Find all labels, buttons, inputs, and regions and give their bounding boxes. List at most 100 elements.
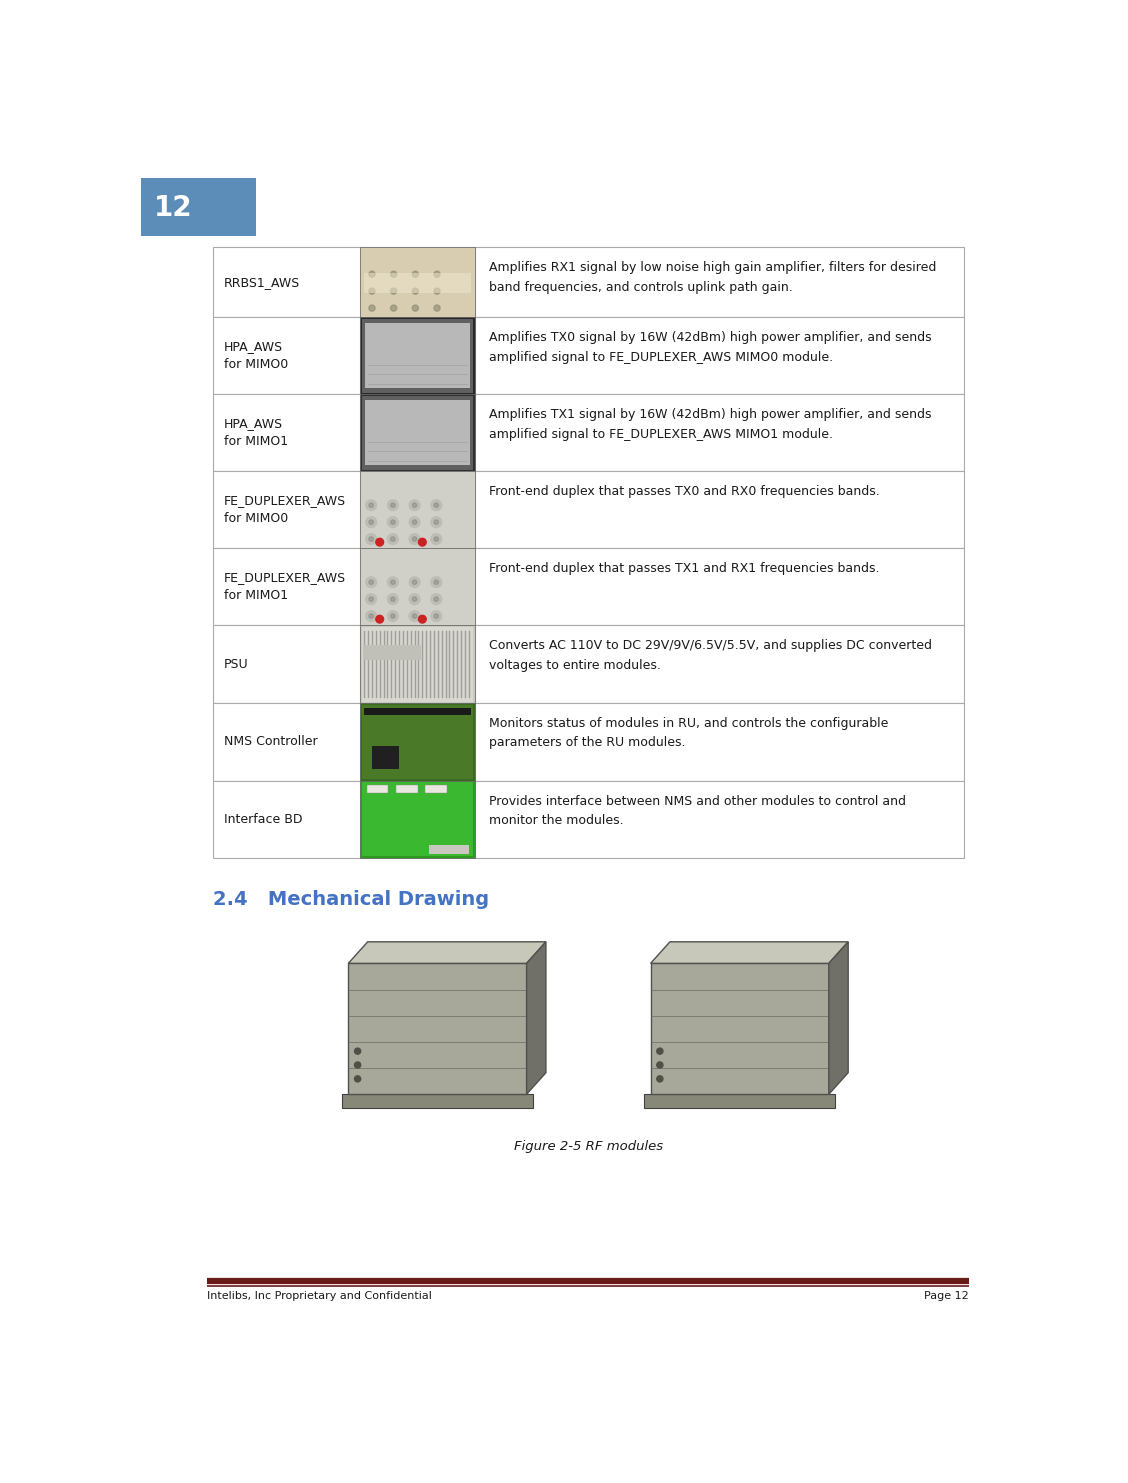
Text: HPA_AWS
for MIMO1: HPA_AWS for MIMO1 xyxy=(224,417,288,448)
Circle shape xyxy=(369,614,373,618)
Circle shape xyxy=(431,593,442,605)
Polygon shape xyxy=(349,942,546,964)
Text: Interface BD: Interface BD xyxy=(224,813,302,826)
FancyBboxPatch shape xyxy=(363,645,421,660)
FancyBboxPatch shape xyxy=(644,1094,835,1108)
FancyBboxPatch shape xyxy=(429,845,469,854)
Circle shape xyxy=(369,580,373,584)
Circle shape xyxy=(434,521,439,525)
Circle shape xyxy=(431,500,442,510)
Circle shape xyxy=(369,271,374,277)
Text: Figure 2-5 RF modules: Figure 2-5 RF modules xyxy=(514,1140,663,1154)
Circle shape xyxy=(434,596,439,602)
Circle shape xyxy=(354,1048,361,1054)
FancyBboxPatch shape xyxy=(141,178,256,236)
Text: FE_DUPLEXER_AWS
for MIMO0: FE_DUPLEXER_AWS for MIMO0 xyxy=(224,494,346,525)
FancyBboxPatch shape xyxy=(213,549,964,626)
Text: Converts AC 110V to DC 29V/9V/6.5V/5.5V, and supplies DC converted
voltages to e: Converts AC 110V to DC 29V/9V/6.5V/5.5V,… xyxy=(488,639,932,672)
Circle shape xyxy=(387,611,398,621)
Circle shape xyxy=(365,593,377,605)
Circle shape xyxy=(387,593,398,605)
FancyBboxPatch shape xyxy=(360,703,475,782)
FancyBboxPatch shape xyxy=(342,1094,532,1108)
Text: RRBS1_AWS: RRBS1_AWS xyxy=(224,276,300,289)
Circle shape xyxy=(390,288,397,294)
Circle shape xyxy=(409,500,420,510)
FancyBboxPatch shape xyxy=(360,394,475,472)
Text: 12: 12 xyxy=(153,194,192,222)
Text: FE_DUPLEXER_AWS
for MIMO1: FE_DUPLEXER_AWS for MIMO1 xyxy=(224,571,346,602)
Circle shape xyxy=(409,516,420,528)
Circle shape xyxy=(390,596,395,602)
FancyBboxPatch shape xyxy=(362,704,474,780)
Circle shape xyxy=(390,614,395,618)
Text: Front-end duplex that passes TX0 and RX0 frequencies bands.: Front-end duplex that passes TX0 and RX0… xyxy=(488,485,880,498)
FancyBboxPatch shape xyxy=(360,317,475,394)
Circle shape xyxy=(376,538,384,546)
Text: Page 12: Page 12 xyxy=(924,1292,969,1302)
Polygon shape xyxy=(527,942,546,1094)
FancyBboxPatch shape xyxy=(372,746,399,770)
Text: NMS Controller: NMS Controller xyxy=(224,736,318,749)
FancyBboxPatch shape xyxy=(213,394,964,472)
Circle shape xyxy=(409,577,420,587)
FancyBboxPatch shape xyxy=(362,783,474,856)
FancyBboxPatch shape xyxy=(213,317,964,394)
Circle shape xyxy=(431,577,442,587)
Circle shape xyxy=(354,1075,361,1083)
Polygon shape xyxy=(651,964,829,1094)
Circle shape xyxy=(365,577,377,587)
FancyBboxPatch shape xyxy=(362,319,474,393)
Circle shape xyxy=(656,1075,663,1083)
Text: Monitors status of modules in RU, and controls the configurable
parameters of th: Monitors status of modules in RU, and co… xyxy=(488,716,889,749)
FancyBboxPatch shape xyxy=(364,273,472,292)
FancyBboxPatch shape xyxy=(213,248,964,317)
Circle shape xyxy=(412,537,417,541)
Circle shape xyxy=(412,580,417,584)
Circle shape xyxy=(390,271,397,277)
Circle shape xyxy=(376,615,384,623)
Circle shape xyxy=(434,305,440,311)
Circle shape xyxy=(409,593,420,605)
Polygon shape xyxy=(651,942,848,964)
FancyBboxPatch shape xyxy=(213,626,964,703)
Circle shape xyxy=(434,271,440,277)
Circle shape xyxy=(412,614,417,618)
Circle shape xyxy=(656,1062,663,1068)
FancyBboxPatch shape xyxy=(365,323,470,389)
Circle shape xyxy=(369,521,373,525)
FancyBboxPatch shape xyxy=(362,396,474,470)
FancyBboxPatch shape xyxy=(360,782,475,857)
Circle shape xyxy=(387,500,398,510)
Circle shape xyxy=(387,534,398,544)
Circle shape xyxy=(434,537,439,541)
Text: Intelibs, Inc Proprietary and Confidential: Intelibs, Inc Proprietary and Confidenti… xyxy=(206,1292,432,1302)
Circle shape xyxy=(412,305,418,311)
Circle shape xyxy=(354,1062,361,1068)
Circle shape xyxy=(434,503,439,507)
Circle shape xyxy=(431,534,442,544)
FancyBboxPatch shape xyxy=(213,782,964,857)
Circle shape xyxy=(390,537,395,541)
Circle shape xyxy=(409,611,420,621)
FancyBboxPatch shape xyxy=(367,786,388,793)
Polygon shape xyxy=(829,942,848,1094)
Text: Front-end duplex that passes TX1 and RX1 frequencies bands.: Front-end duplex that passes TX1 and RX1… xyxy=(488,562,880,575)
Circle shape xyxy=(390,503,395,507)
Circle shape xyxy=(412,521,417,525)
FancyBboxPatch shape xyxy=(360,549,475,626)
Polygon shape xyxy=(349,964,527,1094)
Circle shape xyxy=(369,596,373,602)
FancyBboxPatch shape xyxy=(425,786,447,793)
FancyBboxPatch shape xyxy=(213,703,964,782)
Circle shape xyxy=(434,580,439,584)
FancyBboxPatch shape xyxy=(360,472,475,549)
FancyBboxPatch shape xyxy=(213,472,964,549)
Text: Amplifies TX1 signal by 16W (42dBm) high power amplifier, and sends
amplified si: Amplifies TX1 signal by 16W (42dBm) high… xyxy=(488,408,932,440)
FancyBboxPatch shape xyxy=(360,626,475,703)
Circle shape xyxy=(369,503,373,507)
Circle shape xyxy=(390,580,395,584)
Circle shape xyxy=(412,596,417,602)
Circle shape xyxy=(418,615,426,623)
Text: HPA_AWS
for MIMO0: HPA_AWS for MIMO0 xyxy=(224,340,288,371)
